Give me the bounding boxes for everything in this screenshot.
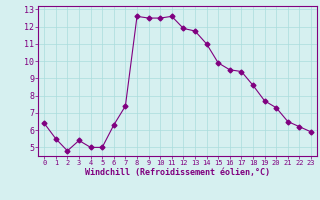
X-axis label: Windchill (Refroidissement éolien,°C): Windchill (Refroidissement éolien,°C) — [85, 168, 270, 177]
